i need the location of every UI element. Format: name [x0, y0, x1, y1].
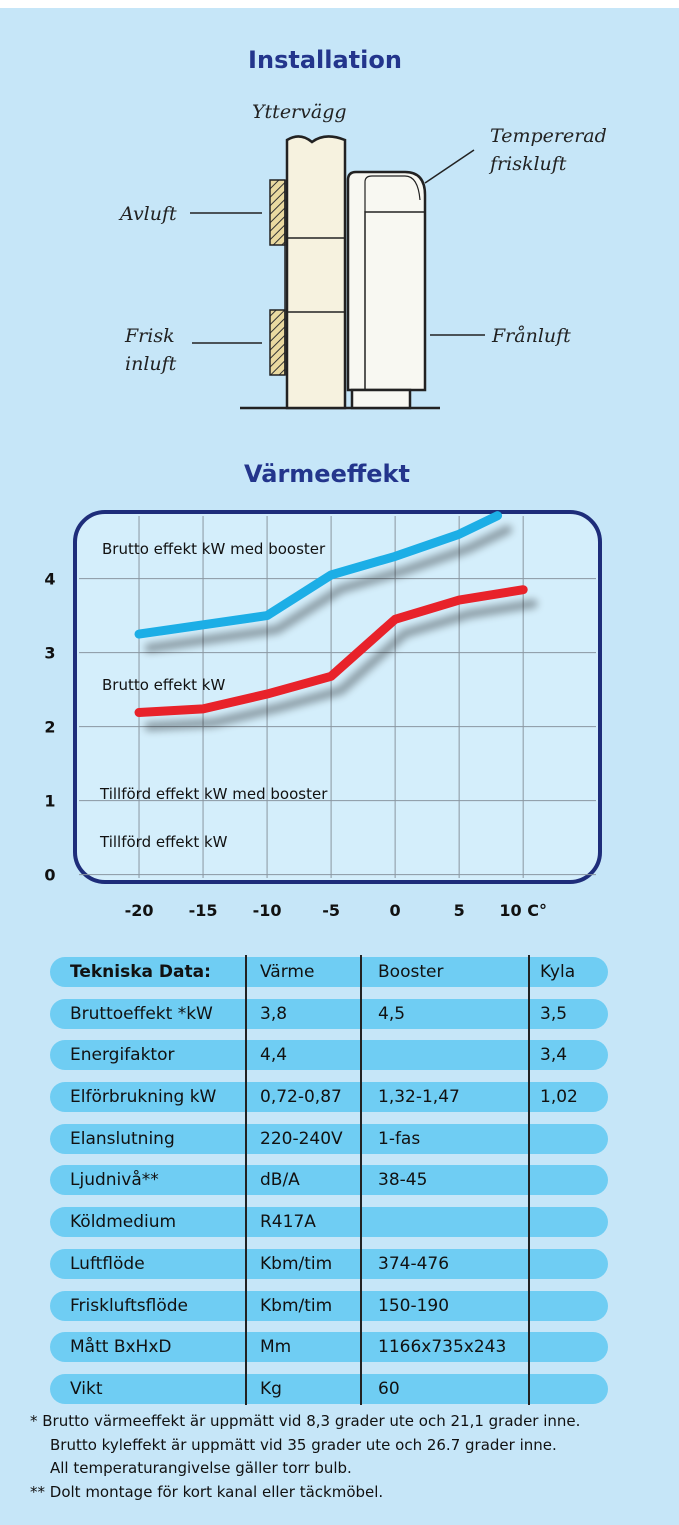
table-row: Luftflöde Kbm/tim 374-476 [50, 1248, 608, 1279]
header-cell: Booster [378, 962, 444, 982]
table-cell: 3,5 [540, 1003, 568, 1024]
label: Avluft [118, 203, 177, 225]
table-cell: 150-190 [378, 1295, 450, 1316]
table-cell: Mått BxHxD [70, 1337, 172, 1358]
series-label: Tillförd effekt kW [99, 833, 228, 851]
footnote: ** Dolt montage för kort kanal eller täc… [30, 1482, 384, 1501]
table-row: Köldmedium R417A [50, 1207, 608, 1238]
table-row: Energifaktor 4,4 3,4 [50, 1040, 608, 1071]
x-tick-label: 5 [454, 901, 465, 920]
x-tick-label: 0 [390, 901, 401, 920]
series-label: Tillförd effekt kW med booster [99, 785, 328, 803]
header-cell: Tekniska Data: [70, 962, 211, 982]
series-label: Brutto effekt kW [102, 676, 225, 694]
footnote: * Brutto värmeeffekt är uppmätt vid 8,3 … [30, 1412, 581, 1430]
label: Frånluft [491, 325, 571, 347]
label: Yttervägg [252, 101, 347, 123]
label: inluft [125, 353, 177, 375]
x-tick-label: -15 [189, 901, 218, 920]
table-cell: Kbm/tim [260, 1253, 333, 1274]
table-cell: Kg [260, 1378, 282, 1399]
y-tick-label: 3 [44, 644, 55, 663]
series-line [134, 511, 503, 639]
table-row: Elförbrukning kW 0,72-0,87 1,32-1,47 1,02 [50, 1082, 608, 1113]
table-cell: 1166x735x243 [378, 1337, 507, 1358]
top-margin [0, 0, 679, 8]
installation-diagram [190, 135, 485, 410]
table-cell: Energifaktor [70, 1045, 175, 1066]
table-cell: Mm [260, 1337, 292, 1358]
table-cell: 374-476 [378, 1253, 450, 1274]
y-tick-label: 1 [44, 792, 55, 811]
table-cell: 1,32-1,47 [378, 1087, 460, 1108]
column-divider [360, 955, 362, 1405]
installation-title: Installation [248, 46, 402, 74]
table-row: Ljudnivå** dB/A 38-45 [50, 1165, 608, 1196]
table-cell: 3,4 [540, 1045, 568, 1066]
table-cell: 3,8 [260, 1003, 288, 1024]
footnotes: * Brutto värmeeffekt är uppmätt vid 8,3 … [30, 1410, 580, 1504]
table-cell: Elanslutning [70, 1128, 175, 1149]
table-cell: 1,02 [540, 1087, 578, 1108]
x-tick-label: -20 [125, 901, 154, 920]
figure: Installation Yttervägg Tempererad friskl… [0, 0, 679, 920]
table-cell: dB/A [260, 1170, 300, 1191]
table-cell: Ljudnivå** [70, 1170, 159, 1191]
table-cell: Friskluftsflöde [70, 1295, 189, 1316]
table-row: Elanslutning 220-240V 1-fas [50, 1123, 608, 1154]
footnote: All temperaturangivelse gäller torr bulb… [50, 1459, 352, 1477]
footnote: Brutto kyleffekt är uppmätt vid 35 grade… [50, 1435, 557, 1454]
header-cell: Kyla [540, 962, 576, 982]
label: Frisk [124, 325, 175, 347]
plot-frame [73, 510, 602, 884]
label: Tempererad [490, 125, 607, 147]
table-cell: Köldmedium [70, 1212, 177, 1233]
series-line [134, 585, 528, 718]
table-cell: 38-45 [378, 1170, 428, 1191]
x-tick-label: -5 [322, 901, 340, 920]
table-row: Bruttoeffekt *kW 3,8 4,5 3,5 [50, 998, 608, 1029]
table-cell: Kbm/tim [260, 1295, 333, 1316]
table-cell: 4,5 [378, 1003, 406, 1024]
table-cell: Bruttoeffekt *kW [70, 1003, 213, 1024]
column-divider [245, 955, 247, 1405]
table-cell: 1-fas [378, 1128, 421, 1149]
chart-title: Värmeeffekt [244, 460, 410, 488]
x-tick-label: -10 [253, 901, 282, 920]
header-row: Tekniska Data: Värme Booster Kyla [50, 957, 608, 987]
header-cell: Värme [260, 962, 315, 982]
table-row: Vikt Kg 60 [50, 1373, 608, 1404]
table-cell: Elförbrukning kW [70, 1087, 217, 1108]
label: friskluft [488, 153, 567, 175]
y-tick-label: 0 [44, 866, 55, 885]
table-cell: Luftflöde [70, 1253, 145, 1274]
y-tick-label: 2 [44, 718, 55, 737]
table-cell: Vikt [70, 1378, 103, 1399]
x-tick-label: 10 C° [499, 901, 547, 920]
table-row: Mått BxHxD Mm 1166x735x243 [50, 1332, 608, 1363]
table-row: Friskluftsflöde Kbm/tim 150-190 [50, 1290, 608, 1321]
y-tick-label: 4 [44, 570, 55, 589]
table-cell: R417A [260, 1212, 316, 1233]
table-cell: 0,72-0,87 [260, 1087, 342, 1108]
table-cell: 220-240V [260, 1128, 343, 1149]
table-cell: 60 [378, 1378, 400, 1399]
column-divider [528, 955, 530, 1405]
data-table: Tekniska Data: Värme Booster Kyla Bruttoeffe… [50, 955, 608, 1416]
table-cell: 4,4 [260, 1045, 288, 1066]
series-label: Brutto effekt kW med booster [102, 540, 326, 558]
